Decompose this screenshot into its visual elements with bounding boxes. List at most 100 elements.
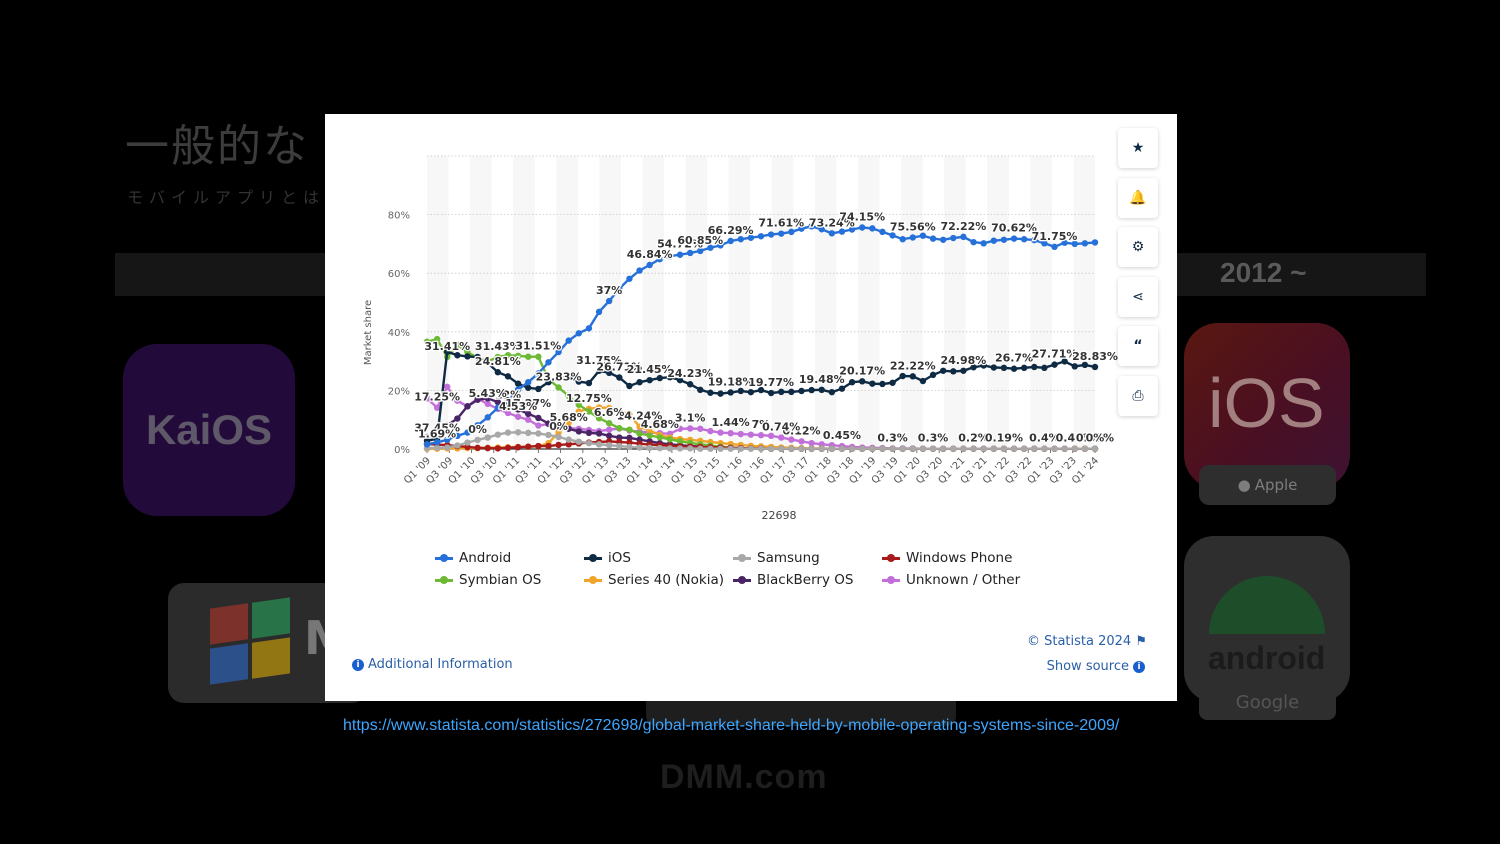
legend-item[interactable]: Samsung <box>733 550 820 566</box>
flag-icon: ⚑ <box>1135 634 1147 649</box>
copyright[interactable]: © Statista 2024 ⚑ <box>1027 634 1147 649</box>
data-point <box>697 247 704 255</box>
data-point <box>747 431 755 438</box>
data-point <box>737 430 744 438</box>
data-point <box>747 234 755 241</box>
print-button[interactable]: ⎙ <box>1118 375 1158 416</box>
favorite-button[interactable]: ★ <box>1118 128 1158 168</box>
data-point <box>950 234 957 242</box>
data-point <box>464 443 471 451</box>
data-point <box>707 445 714 452</box>
data-label: 24.23% <box>667 367 713 380</box>
data-point <box>879 228 886 236</box>
data-point <box>869 225 876 232</box>
data-label: 19.48% <box>799 373 845 386</box>
legend-item[interactable]: Android <box>435 550 511 566</box>
data-point <box>444 436 451 444</box>
legend-item[interactable]: Series 40 (Nokia) <box>584 572 724 588</box>
android-robot-icon <box>1209 576 1325 634</box>
chart-modal: 0% 20% 40% 60% 80% Market share Q1 '09 Q3 '09 Q1… <box>325 114 1177 701</box>
notification-button[interactable]: 🔔 <box>1118 177 1158 218</box>
data-point <box>828 445 836 452</box>
source-url-link[interactable]: https://www.statista.com/statistics/2726… <box>343 717 1120 734</box>
data-point <box>545 378 552 386</box>
year-label: 2012 ~ <box>1220 257 1307 288</box>
data-point <box>514 429 522 436</box>
legend-item[interactable]: BlackBerry OS <box>733 572 853 588</box>
legend-swatch <box>882 553 900 562</box>
data-point <box>970 238 977 246</box>
data-point <box>545 359 552 366</box>
data-point <box>747 388 755 396</box>
data-label: 54.72% <box>657 238 703 251</box>
android-logo-text: android <box>1208 640 1326 676</box>
data-point <box>454 442 461 449</box>
data-point <box>960 445 967 452</box>
data-point <box>484 359 491 367</box>
legend-item[interactable]: iOS <box>584 550 631 566</box>
copyright-text: © Statista 2024 <box>1026 634 1132 649</box>
data-label: 23.83% <box>536 370 582 383</box>
legend-item[interactable]: Unknown / Other <box>882 572 1020 588</box>
data-point <box>788 436 795 443</box>
data-label: 5.43% <box>469 387 507 400</box>
cite-button[interactable]: “ <box>1118 326 1158 367</box>
data-point <box>474 396 481 403</box>
data-point <box>444 348 451 355</box>
data-point <box>899 445 906 452</box>
data-point <box>535 385 542 393</box>
data-point <box>757 233 765 240</box>
share-button[interactable]: ⋖ <box>1118 276 1158 317</box>
data-point <box>575 401 583 408</box>
data-label: 73.24% <box>809 216 855 229</box>
additional-info-link[interactable]: i Additional Information <box>348 657 513 672</box>
data-point <box>859 378 866 385</box>
legend-item[interactable]: Windows Phone <box>882 550 1012 566</box>
data-label: 74.15% <box>839 210 885 223</box>
legend-item[interactable]: Symbian OS <box>435 572 541 588</box>
data-point <box>717 390 724 397</box>
data-point <box>646 427 653 435</box>
data-point <box>778 230 785 237</box>
data-point <box>565 392 572 400</box>
data-point <box>636 423 643 430</box>
data-point <box>585 408 593 415</box>
data-point <box>433 444 441 452</box>
data-label: 24.81% <box>475 355 521 368</box>
data-point <box>879 380 886 388</box>
data-label: 19.18% <box>708 375 754 388</box>
show-source-link[interactable]: Show source i <box>1047 659 1149 674</box>
data-point <box>909 445 917 452</box>
share-icon: ⋖ <box>1132 288 1144 305</box>
data-point <box>575 330 583 337</box>
legend-label: Samsung <box>757 550 820 566</box>
plot-band <box>987 156 1009 449</box>
legend-swatch <box>435 575 453 584</box>
data-point <box>1020 445 1028 452</box>
data-point <box>676 376 684 384</box>
android-logo <box>1184 536 1350 702</box>
data-point <box>1091 445 1099 452</box>
data-point <box>990 237 997 244</box>
data-point <box>1051 361 1058 368</box>
y-tick-label: 60% <box>388 269 410 280</box>
data-point <box>697 386 704 394</box>
data-point <box>474 436 481 444</box>
data-point <box>697 445 704 452</box>
data-point <box>808 439 815 447</box>
legend-swatch <box>584 575 602 584</box>
data-point <box>595 404 603 411</box>
data-point <box>838 385 846 392</box>
data-point <box>838 445 846 452</box>
data-point <box>565 419 572 426</box>
data-label: 6.12% <box>782 424 820 437</box>
settings-button[interactable]: ⚙ <box>1118 227 1158 268</box>
data-point <box>494 445 502 452</box>
data-label: 0.2% <box>958 432 989 445</box>
data-point <box>626 443 633 451</box>
y-tick-label: 20% <box>388 386 410 397</box>
data-label: 4.68% <box>641 418 679 431</box>
data-point <box>535 442 542 450</box>
data-label: 70.62% <box>991 222 1037 235</box>
